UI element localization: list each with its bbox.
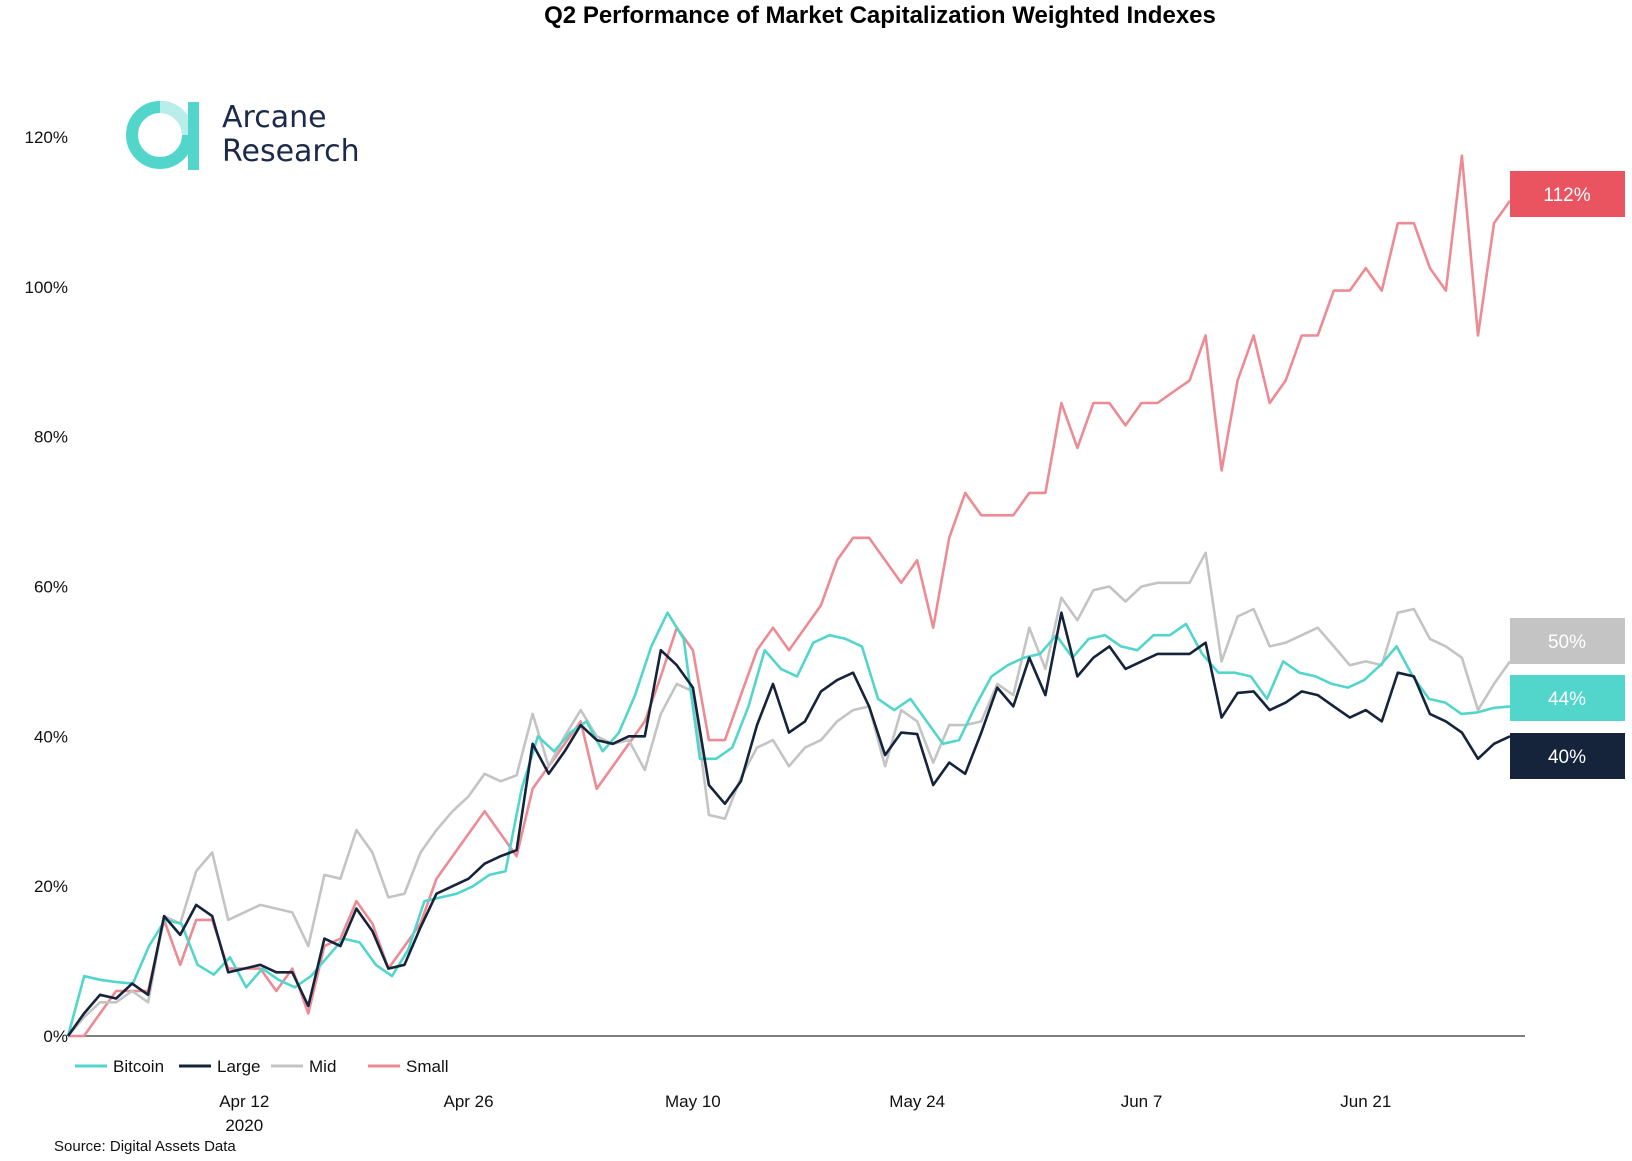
x-tick-year-label: 2020 xyxy=(225,1116,263,1135)
legend-label-large: Large xyxy=(217,1057,260,1076)
y-tick-label: 80% xyxy=(34,428,68,447)
source-note: Source: Digital Assets Data xyxy=(54,1138,236,1155)
y-tick-label: 120% xyxy=(25,128,68,147)
x-tick-label: May 10 xyxy=(665,1092,721,1111)
end-label-small: 112% xyxy=(1543,185,1590,206)
x-tick-label: Apr 12 xyxy=(219,1092,269,1111)
legend-label-mid: Mid xyxy=(309,1057,336,1076)
y-tick-label: 100% xyxy=(25,278,68,297)
x-axis-ticks: Apr 12 Apr 26 May 10 May 24 Jun 7 Jun 21 2020 xyxy=(219,1092,1391,1135)
y-tick-label: 20% xyxy=(34,877,68,896)
legend-label-small: Small xyxy=(406,1057,449,1076)
end-label-box-small xyxy=(1510,171,1625,217)
x-tick-label: Jun 21 xyxy=(1340,1092,1391,1111)
y-tick-label: 60% xyxy=(34,578,68,597)
arcane-research-logo: Arcane Research xyxy=(126,100,360,170)
series-lines xyxy=(66,154,1512,1038)
y-tick-label: 0% xyxy=(43,1027,68,1046)
end-label-box-large xyxy=(1510,733,1625,779)
series-line-mid xyxy=(67,551,1512,1037)
logo-line-2: Research xyxy=(222,134,360,169)
legend-label-bitcoin: Bitcoin xyxy=(113,1057,164,1076)
end-labels: 44% 40% 50% 112% xyxy=(1510,171,1625,779)
legend: Bitcoin Large Mid Small xyxy=(75,1057,449,1076)
end-label-bitcoin: 44% xyxy=(1548,689,1586,710)
chart-title: Q2 Performance of Market Capitalization … xyxy=(544,2,1216,29)
series-line-small xyxy=(68,154,1512,1038)
x-tick-label: Apr 26 xyxy=(444,1092,494,1111)
y-axis-ticks: 0% 20% 40% 60% 80% 100% 120% xyxy=(25,128,68,1046)
logo-line-1: Arcane xyxy=(222,100,327,135)
series-line-large xyxy=(66,611,1511,1037)
series-line-bitcoin xyxy=(66,611,1511,1037)
logo-bar-icon xyxy=(188,102,199,170)
end-label-mid: 50% xyxy=(1548,632,1586,653)
x-tick-label: Jun 7 xyxy=(1121,1092,1163,1111)
end-label-large: 40% xyxy=(1548,747,1586,768)
logo-ring-highlight xyxy=(159,101,194,136)
x-tick-label: May 24 xyxy=(889,1092,945,1111)
y-tick-label: 40% xyxy=(34,727,68,746)
end-label-box-bitcoin xyxy=(1510,675,1625,721)
end-label-box-mid xyxy=(1510,618,1625,664)
